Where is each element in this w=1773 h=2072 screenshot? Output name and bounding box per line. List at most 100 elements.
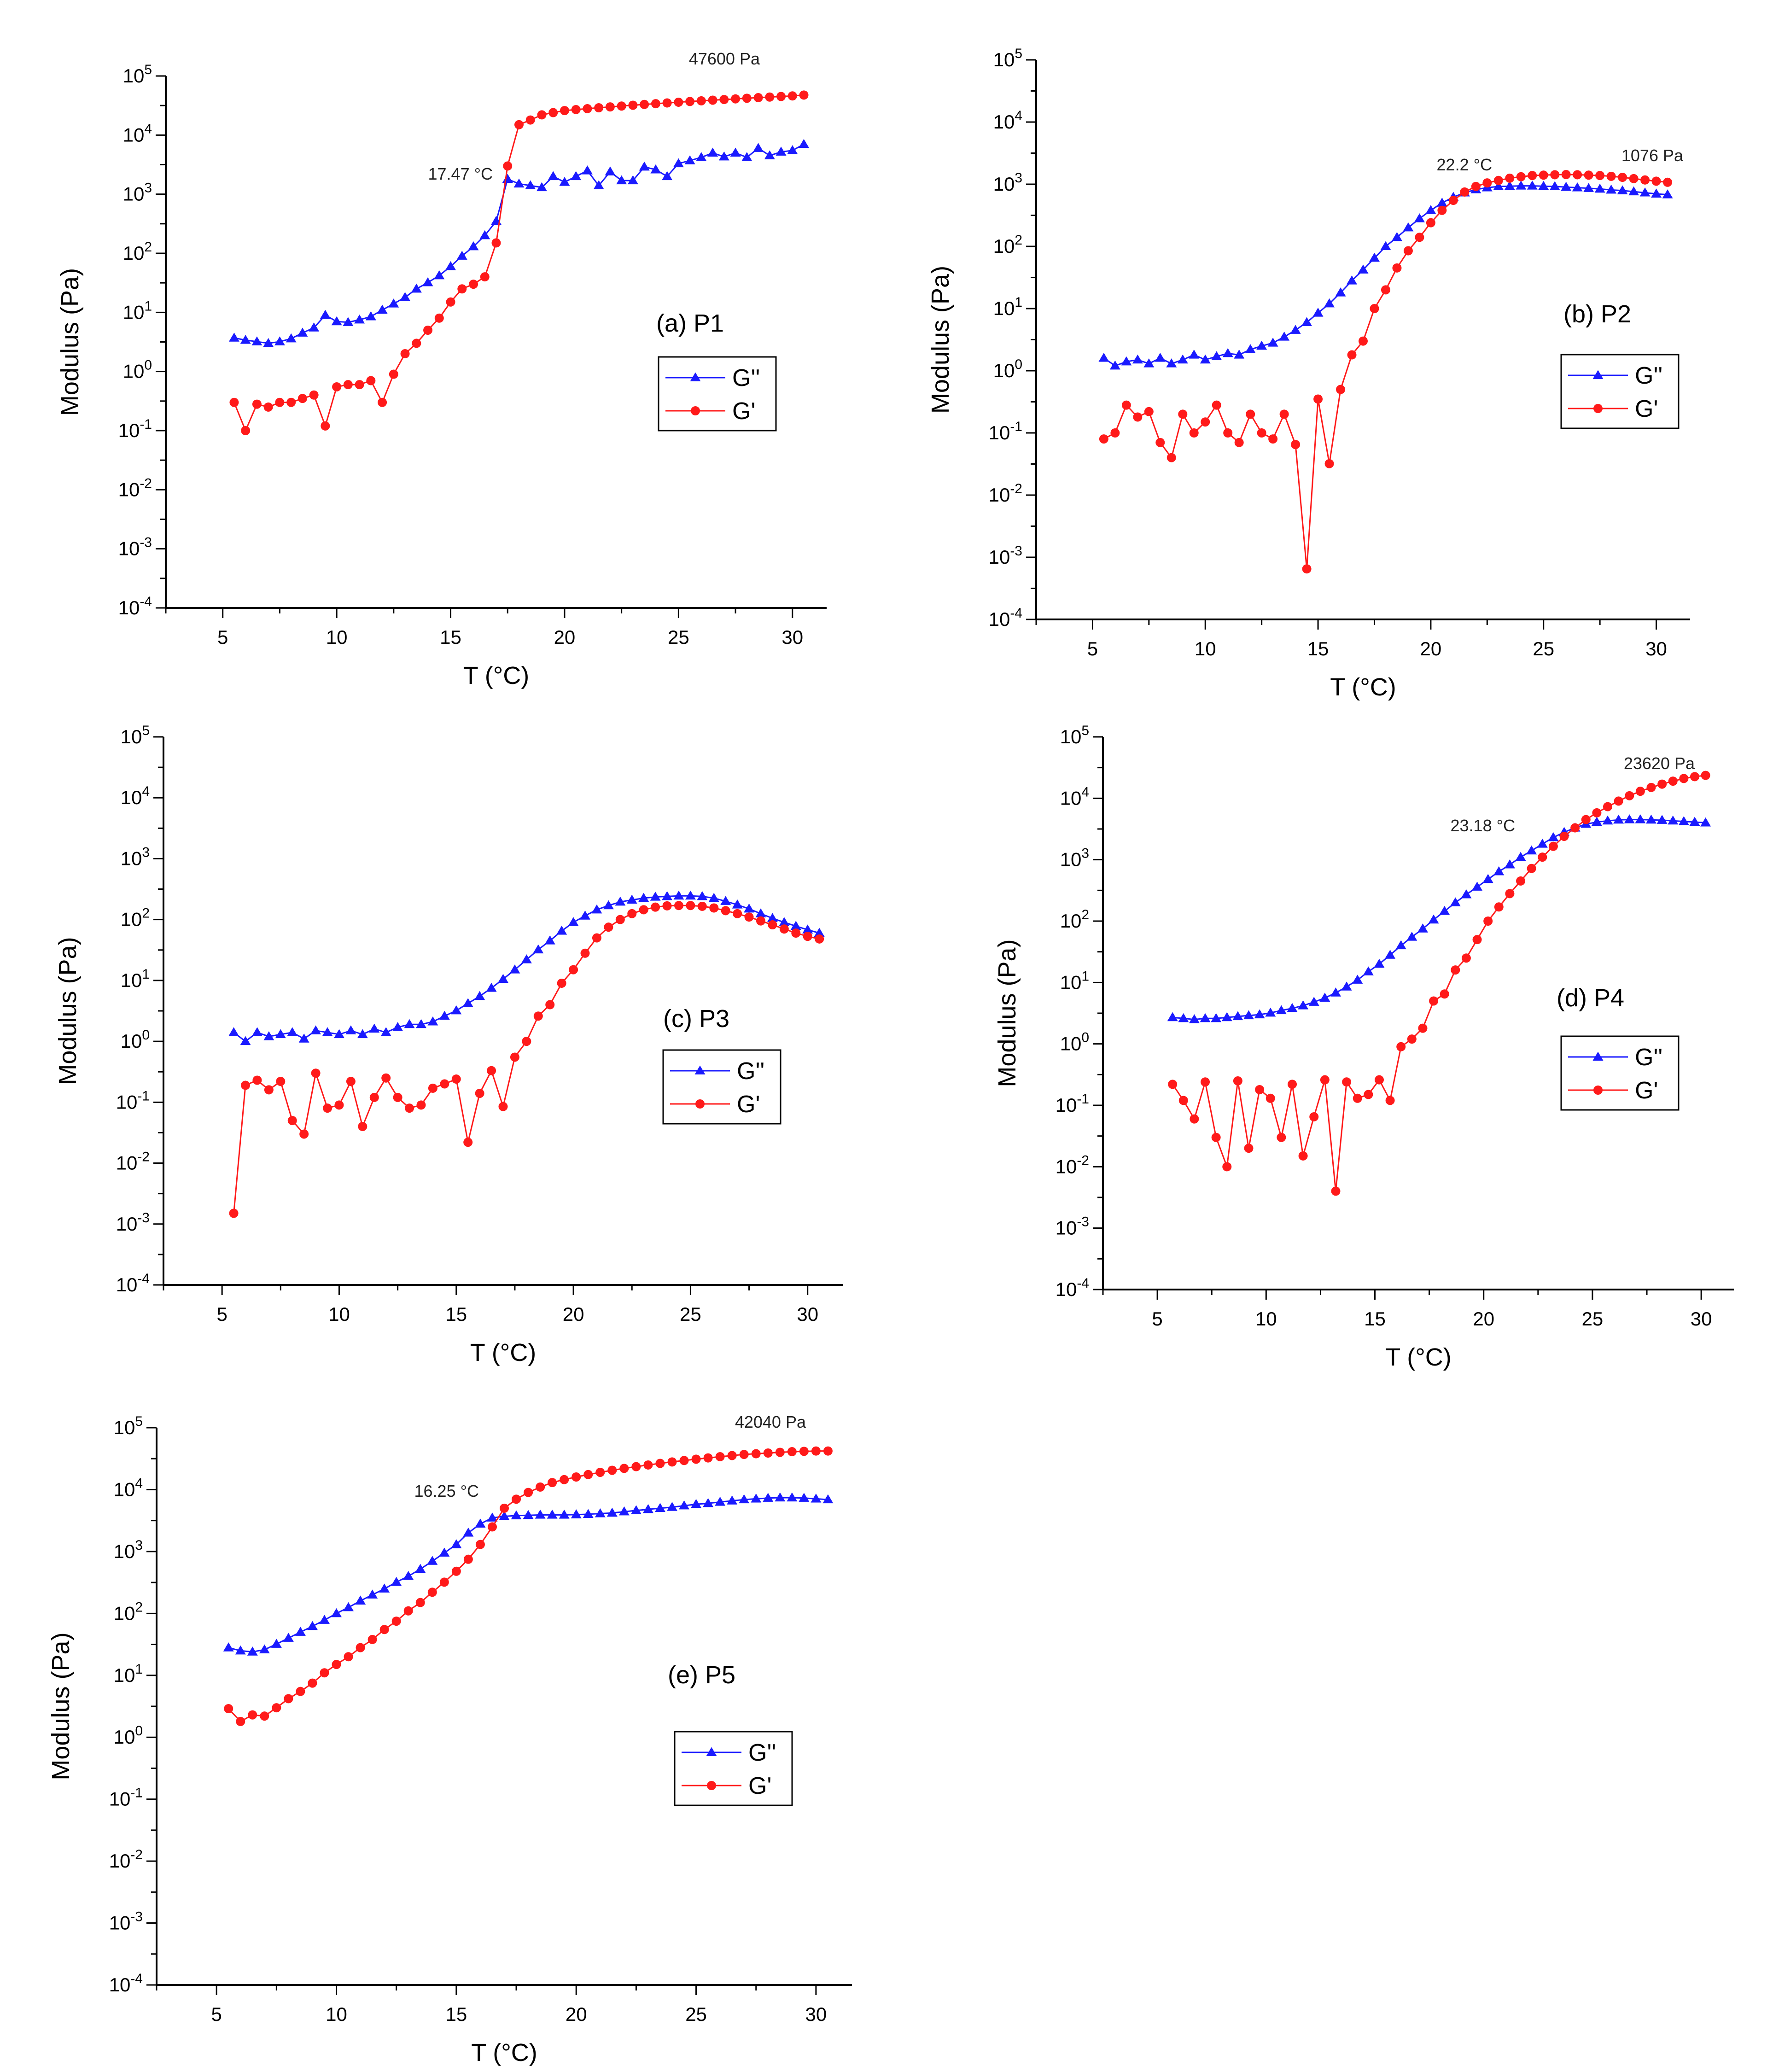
data-point: [311, 1068, 321, 1078]
data-point: [296, 1687, 305, 1696]
data-point: [533, 944, 544, 954]
data-point: [580, 911, 591, 920]
data-point: [1482, 178, 1492, 188]
panel-label: (a) P1: [656, 309, 724, 337]
data-point: [320, 1668, 329, 1678]
annotation: 23.18 °C: [1451, 816, 1515, 835]
data-point: [451, 1566, 461, 1576]
data-point: [381, 1073, 391, 1083]
data-point: [1243, 1010, 1254, 1020]
legend-label: G'': [732, 365, 760, 391]
data-point: [1414, 213, 1425, 222]
x-tick-label: 20: [554, 626, 576, 648]
data-point: [412, 339, 421, 348]
y-tick-label: 104: [123, 121, 152, 146]
data-point: [1406, 932, 1417, 941]
data-point: [1494, 902, 1504, 912]
data-point: [1516, 181, 1527, 190]
data-point: [572, 1472, 581, 1482]
data-point: [775, 1447, 785, 1457]
data-point: [662, 98, 672, 108]
data-point: [730, 147, 741, 157]
data-point: [1614, 796, 1623, 806]
data-point: [263, 402, 273, 412]
data-point: [571, 1509, 582, 1518]
data-point: [1121, 400, 1131, 410]
data-point: [556, 925, 567, 935]
data-point: [1347, 275, 1358, 285]
data-point: [1132, 354, 1143, 364]
data-point: [1657, 779, 1667, 789]
data-point: [1359, 336, 1368, 346]
data-point: [1505, 173, 1515, 183]
data-point: [685, 97, 695, 106]
series-g-double-prime: [223, 1492, 834, 1656]
x-axis-title: T (°C): [1330, 673, 1396, 701]
data-point: [1640, 175, 1650, 185]
data-point: [1471, 181, 1481, 191]
data-point: [229, 397, 239, 407]
data-point: [799, 90, 809, 100]
panel-label: (b) P2: [1563, 300, 1631, 328]
data-point: [1254, 1009, 1265, 1019]
data-point: [427, 1016, 438, 1026]
data-point: [1244, 1144, 1254, 1153]
data-point: [753, 143, 764, 152]
series-g-prime: [1168, 770, 1710, 1196]
data-point: [731, 94, 741, 104]
data-point: [591, 904, 602, 914]
data-point: [673, 890, 684, 900]
data-point: [1629, 174, 1639, 183]
data-point: [1651, 188, 1662, 198]
data-point: [286, 333, 297, 343]
data-point: [650, 164, 661, 174]
data-point: [718, 151, 729, 161]
data-point: [1309, 1112, 1319, 1121]
x-tick-label: 20: [563, 1303, 584, 1325]
data-point: [1472, 935, 1482, 945]
data-point: [764, 150, 775, 159]
legend-box: [1560, 354, 1680, 429]
data-point: [1369, 252, 1380, 262]
data-point: [1223, 428, 1233, 438]
data-point: [422, 277, 433, 286]
data-point: [463, 1527, 474, 1537]
data-point: [753, 93, 763, 103]
legend-box: [662, 1049, 782, 1125]
data-point: [355, 1595, 366, 1605]
data-point: [1559, 831, 1569, 841]
data-point: [344, 1652, 353, 1662]
annotation: 1076 Pa: [1621, 146, 1684, 165]
data-point: [498, 974, 508, 983]
data-point: [1504, 859, 1515, 869]
data-point: [732, 899, 743, 909]
data-point: [1550, 170, 1560, 180]
data-point: [1678, 816, 1689, 825]
data-point: [1232, 1011, 1243, 1021]
data-point: [1437, 205, 1447, 215]
data-point: [1167, 1012, 1178, 1021]
data-point: [571, 171, 582, 181]
data-point: [284, 1694, 293, 1704]
data-point: [696, 96, 706, 105]
y-tick-label: 10-2: [1056, 1153, 1089, 1177]
data-point: [569, 965, 578, 975]
data-point: [779, 917, 790, 926]
data-point: [642, 1504, 653, 1513]
data-point: [333, 1029, 344, 1039]
x-tick-label: 25: [685, 2003, 707, 2025]
data-point: [1099, 434, 1108, 444]
data-point: [379, 1583, 390, 1593]
data-point: [1428, 914, 1439, 924]
y-tick-label: 10-4: [118, 594, 152, 619]
data-point: [684, 155, 695, 164]
series-g-prime: [224, 1446, 833, 1726]
data-point: [400, 349, 410, 359]
legend-label: G'': [748, 1739, 776, 1766]
data-point: [768, 920, 777, 930]
chart-panel-4: 5 10 15 20 25 30 10-4 10-3 10-2 10-1 100 101 102 103 1…: [993, 723, 1734, 1371]
data-point: [415, 1598, 425, 1607]
data-point: [643, 1460, 653, 1470]
data-point: [358, 1121, 367, 1131]
chart-panel-5: 5 10 15 20 25 30 10-4 10-3 10-2 10-1 100 101 102 103 1…: [47, 1412, 852, 2066]
